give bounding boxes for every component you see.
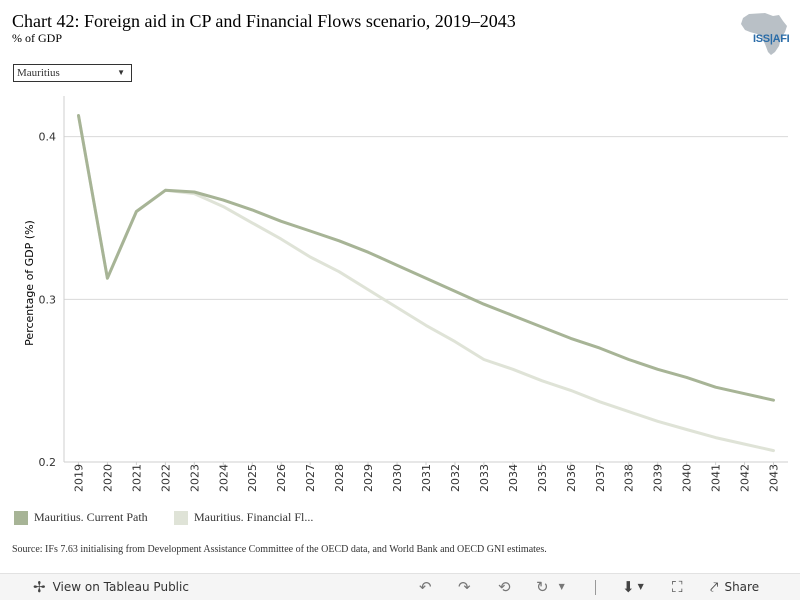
series-line-current-path bbox=[77, 114, 775, 402]
x-tick-label: 2034 bbox=[507, 464, 520, 492]
legend-label-financial-flows: Mauritius. Financial Fl... bbox=[194, 510, 314, 524]
download-icon: ⬇ bbox=[622, 578, 635, 596]
x-tick-label: 2022 bbox=[159, 464, 172, 492]
x-tick-label: 2037 bbox=[594, 464, 607, 492]
share-icon: ⤤ bbox=[710, 578, 719, 596]
x-tick-label: 2030 bbox=[391, 464, 404, 492]
chart-title: Chart 42: Foreign aid in CP and Financia… bbox=[12, 11, 516, 31]
africa-logo-icon bbox=[741, 13, 787, 55]
x-tick-label: 2028 bbox=[333, 464, 346, 492]
x-tick-label: 2021 bbox=[130, 464, 143, 492]
revert-icon: ⟲ bbox=[498, 578, 511, 596]
x-tick-label: 2020 bbox=[101, 464, 114, 492]
refresh-chevron-down-icon: ▼ bbox=[558, 582, 565, 591]
x-tick-label: 2031 bbox=[420, 464, 433, 492]
y-axis-label: Percentage of GDP (%) bbox=[23, 220, 36, 346]
y-tick-label: 0.2 bbox=[39, 456, 57, 469]
x-tick-label: 2019 bbox=[72, 464, 85, 492]
x-tick-label: 2026 bbox=[275, 464, 288, 492]
redo-button[interactable]: ↷ bbox=[458, 579, 471, 595]
refresh-icon: ↻ bbox=[536, 578, 549, 596]
refresh-button[interactable]: ↻ ▼ bbox=[536, 579, 565, 595]
x-tick-label: 2043 bbox=[768, 464, 781, 492]
x-tick-label: 2036 bbox=[565, 464, 578, 492]
line-chart: 0.2 0.3 0.4 Percentage of GDP (%) 2019 2020 20… bbox=[23, 96, 788, 492]
x-tick-label: 2027 bbox=[304, 464, 317, 492]
country-filter-value: Mauritius bbox=[17, 67, 60, 79]
x-tick-label: 2038 bbox=[623, 464, 636, 492]
fullscreen-icon: ⛶ bbox=[672, 578, 683, 596]
dropdown-arrow-icon: ▼ bbox=[117, 68, 125, 77]
x-tick-label: 2025 bbox=[246, 464, 259, 492]
tableau-logo-icon: ✢ bbox=[33, 578, 46, 596]
legend-label-current-path: Mauritius. Current Path bbox=[34, 510, 148, 524]
x-tick-label: 2033 bbox=[478, 464, 491, 492]
country-filter-dropdown[interactable]: Mauritius ▼ bbox=[13, 64, 132, 82]
y-tick-label: 0.4 bbox=[39, 131, 57, 144]
redo-icon: ↷ bbox=[458, 578, 471, 596]
x-tick-label: 2042 bbox=[739, 464, 752, 492]
legend-item-financial-flows[interactable]: Mauritius. Financial Fl... bbox=[174, 510, 313, 525]
x-tick-label: 2023 bbox=[188, 464, 201, 492]
undo-button[interactable]: ↶ bbox=[419, 579, 432, 595]
download-button[interactable]: ⬇ ▼ bbox=[622, 579, 644, 595]
legend-swatch-current-path bbox=[14, 510, 28, 525]
logo-text: ISS|AFI bbox=[753, 33, 790, 45]
x-tick-label: 2039 bbox=[652, 464, 665, 492]
undo-icon: ↶ bbox=[419, 578, 432, 596]
x-tick-label: 2029 bbox=[362, 464, 375, 492]
fullscreen-button[interactable]: ⛶ bbox=[672, 579, 683, 595]
share-label: Share bbox=[724, 580, 760, 594]
view-on-tableau-label: View on Tableau Public bbox=[52, 580, 189, 594]
series-line-financial-flows bbox=[77, 114, 775, 453]
x-tick-label: 2032 bbox=[449, 464, 462, 492]
tableau-toolbar: ✢ View on Tableau Public ↶ ↷ ⟲ ↻ ▼ ⬇ ▼ ⛶… bbox=[0, 573, 800, 600]
view-on-tableau-button[interactable]: ✢ View on Tableau Public bbox=[33, 579, 189, 595]
legend-item-current-path[interactable]: Mauritius. Current Path bbox=[14, 510, 148, 525]
toolbar-divider bbox=[595, 580, 596, 595]
revert-button[interactable]: ⟲ bbox=[498, 579, 511, 595]
x-tick-label: 2040 bbox=[681, 464, 694, 492]
x-tick-label: 2024 bbox=[217, 464, 230, 492]
legend-swatch-financial-flows bbox=[174, 510, 188, 525]
x-tick-label: 2041 bbox=[710, 464, 723, 492]
share-button[interactable]: ⤤ Share bbox=[710, 579, 759, 595]
y-tick-label: 0.3 bbox=[39, 293, 57, 306]
source-note: Source: IFs 7.63 initialising from Devel… bbox=[12, 544, 547, 555]
download-chevron-down-icon: ▼ bbox=[637, 582, 644, 591]
x-tick-label: 2035 bbox=[536, 464, 549, 492]
chart-subtitle: % of GDP bbox=[12, 31, 62, 45]
